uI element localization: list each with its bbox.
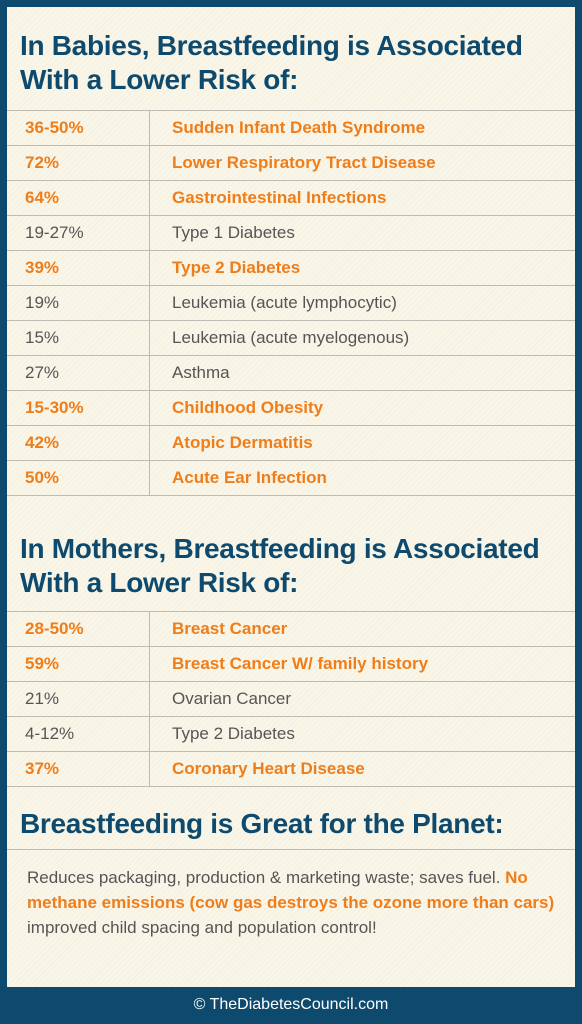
infographic-panel: In Babies, Breastfeeding is Associated W…	[7, 7, 575, 987]
risk-percent: 21%	[7, 681, 150, 717]
risk-percent: 36-50%	[7, 110, 150, 146]
table-row: 27% Asthma	[7, 355, 575, 391]
risk-percent: 59%	[7, 646, 150, 682]
risk-percent: 15-30%	[7, 390, 150, 426]
babies-heading: In Babies, Breastfeeding is Associated W…	[20, 29, 565, 97]
babies-heading-line2: With a Lower Risk of:	[20, 64, 299, 95]
risk-percent: 64%	[7, 180, 150, 216]
table-row: 39% Type 2 Diabetes	[7, 250, 575, 286]
table-row: 21% Ovarian Cancer	[7, 681, 575, 717]
planet-description: Reduces packaging, production & marketin…	[27, 865, 561, 940]
risk-condition: Breast Cancer	[149, 611, 575, 647]
babies-heading-line1: In Babies, Breastfeeding is Associated	[20, 30, 523, 61]
table-row: 19-27% Type 1 Diabetes	[7, 215, 575, 251]
risk-condition: Breast Cancer W/ family history	[149, 646, 575, 682]
mothers-heading-line2: With a Lower Risk of:	[20, 567, 299, 598]
table-row: 72% Lower Respiratory Tract Disease	[7, 145, 575, 181]
risk-condition: Asthma	[149, 355, 575, 391]
table-row: 64% Gastrointestinal Infections	[7, 180, 575, 216]
risk-percent: 72%	[7, 145, 150, 181]
risk-condition: Leukemia (acute myelogenous)	[149, 320, 575, 356]
risk-condition: Type 2 Diabetes	[149, 716, 575, 752]
risk-percent: 50%	[7, 460, 150, 496]
table-row: 36-50% Sudden Infant Death Syndrome	[7, 110, 575, 146]
risk-percent: 27%	[7, 355, 150, 391]
table-row: 15% Leukemia (acute myelogenous)	[7, 320, 575, 356]
risk-condition: Atopic Dermatitis	[149, 425, 575, 461]
risk-condition: Type 2 Diabetes	[149, 250, 575, 286]
table-row: 42% Atopic Dermatitis	[7, 425, 575, 461]
risk-condition: Ovarian Cancer	[149, 681, 575, 717]
table-row: 19% Leukemia (acute lymphocytic)	[7, 285, 575, 321]
risk-condition: Childhood Obesity	[149, 390, 575, 426]
footer-copyright: © TheDiabetesCouncil.com	[193, 996, 389, 1013]
table-row: 59% Breast Cancer W/ family history	[7, 646, 575, 682]
risk-percent: 42%	[7, 425, 150, 461]
mothers-heading: In Mothers, Breastfeeding is Associated …	[20, 532, 565, 600]
risk-condition: Lower Respiratory Tract Disease	[149, 145, 575, 181]
planet-text-highlight: No methane emissions (cow gas destroys t…	[27, 868, 555, 912]
risk-percent: 19-27%	[7, 215, 150, 251]
risk-percent: 15%	[7, 320, 150, 356]
planet-text-part1: Reduces packaging, production & marketin…	[27, 868, 506, 887]
planet-heading-text: Breastfeeding is Great for the Planet:	[20, 808, 504, 839]
risk-condition: Type 1 Diabetes	[149, 215, 575, 251]
risk-condition: Acute Ear Infection	[149, 460, 575, 496]
babies-risk-table: 36-50% Sudden Infant Death Syndrome 72% Low…	[7, 110, 575, 496]
mothers-heading-line1: In Mothers, Breastfeeding is Associated	[20, 533, 540, 564]
planet-text-part2: improved child spacing and population co…	[27, 918, 377, 937]
table-row: 28-50% Breast Cancer	[7, 611, 575, 647]
risk-condition: Gastrointestinal Infections	[149, 180, 575, 216]
mothers-risk-table: 28-50% Breast Cancer 59% Breast Cancer W/ f…	[7, 611, 575, 787]
planet-divider	[7, 849, 575, 850]
table-row: 37% Coronary Heart Disease	[7, 751, 575, 787]
risk-percent: 19%	[7, 285, 150, 321]
table-row: 4-12% Type 2 Diabetes	[7, 716, 575, 752]
planet-heading: Breastfeeding is Great for the Planet:	[20, 807, 565, 841]
table-row: 50% Acute Ear Infection	[7, 460, 575, 496]
risk-condition: Sudden Infant Death Syndrome	[149, 110, 575, 146]
risk-percent: 4-12%	[7, 716, 150, 752]
risk-percent: 37%	[7, 751, 150, 787]
risk-percent: 39%	[7, 250, 150, 286]
risk-condition: Coronary Heart Disease	[149, 751, 575, 787]
table-row: 15-30% Childhood Obesity	[7, 390, 575, 426]
risk-condition: Leukemia (acute lymphocytic)	[149, 285, 575, 321]
risk-percent: 28-50%	[7, 611, 150, 647]
